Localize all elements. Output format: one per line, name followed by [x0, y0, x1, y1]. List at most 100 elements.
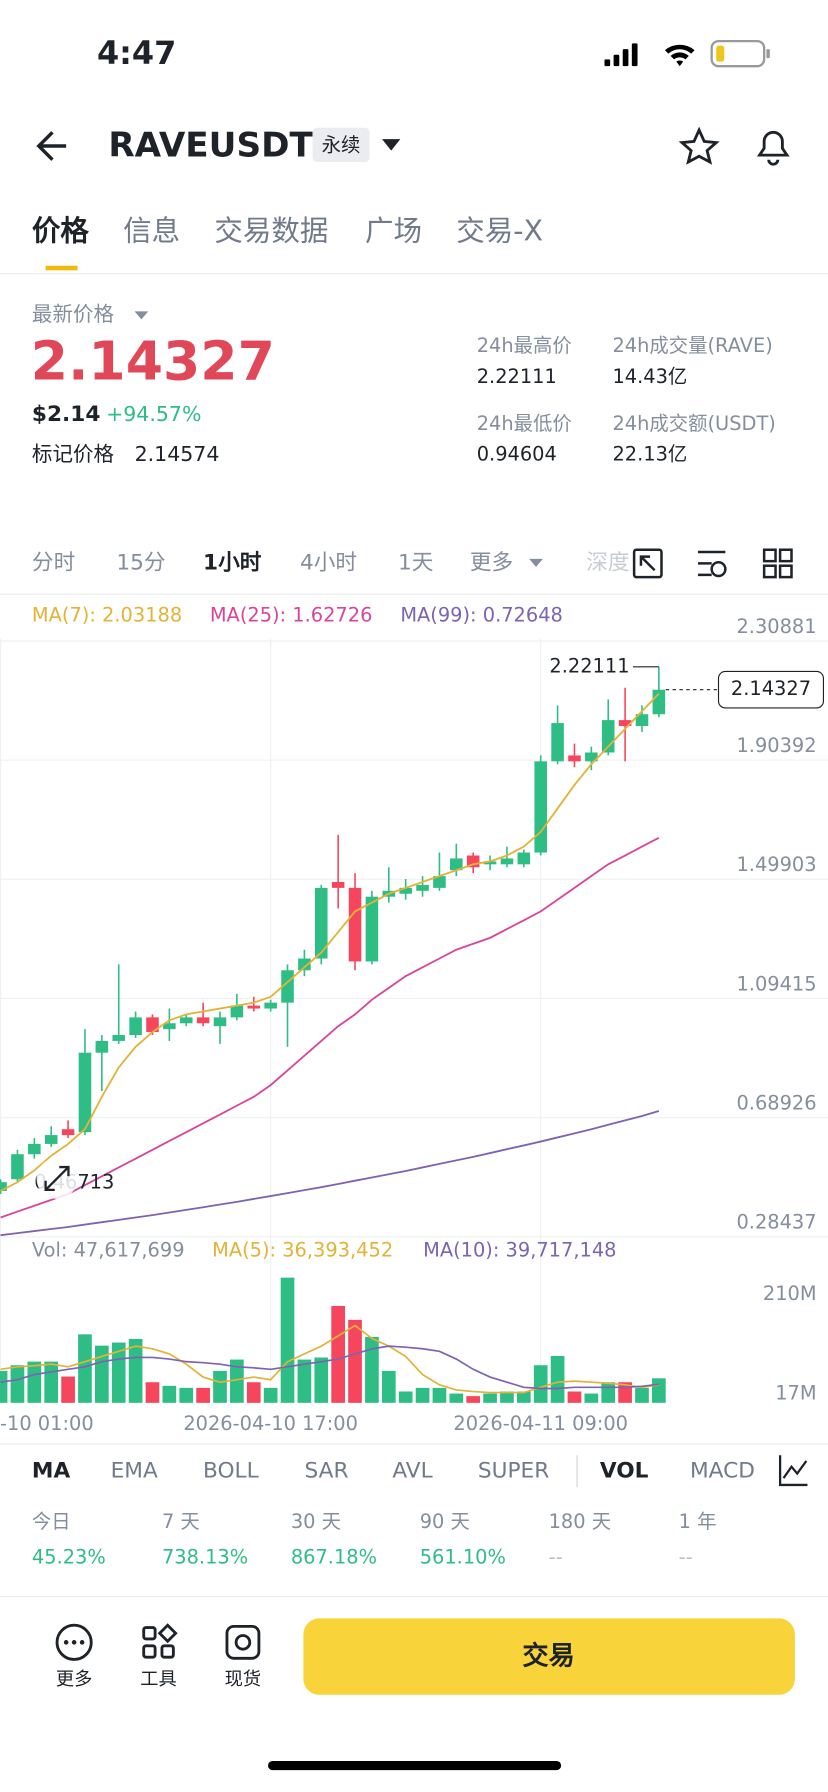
volume-bar [550, 1355, 565, 1403]
stat-value: 2.22111 [477, 365, 557, 388]
y-tick-label: 0.68926 [736, 1091, 816, 1114]
interval[interactable]: 更多 [470, 550, 513, 575]
candle-body [28, 1143, 41, 1155]
interval[interactable]: 4小时 [300, 550, 357, 575]
candle-body [78, 1052, 92, 1133]
volume-bar [314, 1357, 329, 1403]
volume-bar [567, 1391, 582, 1403]
stat-value: 14.43亿 [612, 365, 687, 388]
candle-body [331, 881, 345, 888]
trade-button[interactable] [303, 1618, 795, 1695]
legend-entry: MA(10): 39,717,148 [423, 1239, 616, 1262]
perf-period: 30 天 [291, 1510, 341, 1533]
perf-value: 561.10% [420, 1545, 506, 1568]
favorite-button[interactable] [678, 126, 720, 165]
indicator[interactable]: SUPER [478, 1458, 549, 1483]
x-tick-label: 2026-04-10 17:00 [183, 1412, 358, 1435]
volume-bar [432, 1387, 447, 1403]
volume-bar [652, 1378, 666, 1403]
indicator[interactable]: AVL [392, 1458, 432, 1483]
tab[interactable]: 交易-X [456, 215, 543, 248]
price-dropdown[interactable] [134, 311, 149, 320]
tools-button[interactable]: 工具 [140, 1669, 176, 1690]
stat-label: 24h最高价 [477, 334, 572, 357]
candle-body [551, 723, 564, 762]
volume-bar [415, 1387, 430, 1403]
volume-bar [500, 1391, 514, 1403]
candle-body [585, 752, 598, 762]
last-price: 2.14327 [31, 330, 275, 393]
candle-body [146, 1017, 159, 1033]
candle-body [44, 1135, 58, 1144]
indicator[interactable]: VOL [600, 1458, 649, 1483]
volume-bar [331, 1305, 345, 1403]
alert-button[interactable] [756, 130, 790, 166]
indicator-settings[interactable] [778, 1455, 808, 1487]
candle-body [213, 1017, 227, 1027]
y-tick-label: 2.30881 [736, 615, 816, 638]
stats: 24h最高价 2.22111 24h成交量(RAVE) 14.43亿 24h最低价 0.9… [477, 334, 776, 465]
chart-tools[interactable] [632, 548, 793, 579]
stat-label: 24h成交额(USDT) [612, 412, 775, 435]
legend-entry: MA(5): 36,393,452 [212, 1239, 393, 1262]
legend-entry: MA(7): 2.03188 [32, 603, 182, 626]
more-button[interactable]: 更多 [56, 1669, 92, 1690]
indicator[interactable]: EMA [111, 1458, 158, 1483]
indicator[interactable]: SAR [305, 1458, 349, 1483]
performance: 今日 45.23% 7 天 738.13% 30 天 867.18% 90 天 561.10%… [32, 1510, 717, 1568]
candle-body [348, 887, 362, 962]
volume-bar [230, 1359, 244, 1403]
tab-bar: 价格 信息 交易数据 广场 交易-X [32, 215, 543, 248]
interval[interactable]: 分时 [32, 550, 75, 575]
candle-body [433, 876, 446, 888]
y-tick-label: 1.90392 [736, 734, 816, 757]
candle-body [568, 755, 581, 762]
symbol: RAVEUSDT [108, 126, 313, 166]
interval[interactable]: 深度 [586, 550, 629, 575]
legend-entry: MA(25): 1.62726 [210, 603, 373, 626]
indicator[interactable]: MA [32, 1458, 71, 1483]
interval[interactable]: 15分 [116, 550, 165, 575]
candle-body [534, 761, 547, 853]
perf-period: 90 天 [420, 1510, 470, 1533]
stat-value: 22.13亿 [612, 443, 687, 466]
x-tick-label: 2026-04-11 09:00 [453, 1412, 628, 1435]
volume-bar [128, 1338, 143, 1403]
candle-body [112, 1035, 125, 1041]
status-icons [604, 39, 770, 68]
volume-bar [10, 1365, 25, 1403]
y-tick-label: 1.09415 [736, 972, 816, 995]
candle-body [196, 1017, 210, 1024]
vol-legend: Vol: 47,617,699 [32, 1239, 185, 1262]
trade-label[interactable]: 交易 [522, 1641, 574, 1672]
volume-bar [27, 1361, 42, 1403]
back-button[interactable] [36, 131, 67, 161]
y-tick-label: 0.28437 [736, 1211, 816, 1234]
candle-body [298, 958, 311, 971]
indicator[interactable]: BOLL [203, 1458, 259, 1483]
perf-value: -- [679, 1545, 693, 1568]
vol-ma-line [0, 1345, 659, 1390]
volume-bar [297, 1359, 312, 1403]
spot-button[interactable]: 现货 [225, 1669, 261, 1690]
candle-body [652, 689, 666, 715]
tab[interactable]: 价格 [32, 215, 90, 248]
volume-bar [516, 1391, 531, 1403]
tab[interactable]: 广场 [365, 215, 422, 248]
volume-bar [398, 1391, 413, 1403]
volume-bar [78, 1334, 92, 1403]
volume-bar [95, 1345, 109, 1403]
symbol-dropdown[interactable] [382, 139, 401, 151]
volume-bar [584, 1393, 599, 1403]
contract-badge: 永续 [322, 134, 361, 157]
indicator[interactable]: MACD [690, 1458, 755, 1483]
interval[interactable]: 1小时 [203, 550, 262, 575]
tab[interactable]: 信息 [123, 215, 180, 248]
bottom-icons[interactable] [55, 1623, 261, 1661]
volume-bar [533, 1365, 548, 1403]
tab[interactable]: 交易数据 [214, 215, 328, 248]
status-time: 4:47 [97, 34, 176, 72]
volume-bar [365, 1336, 379, 1403]
interval[interactable]: 1天 [398, 550, 433, 575]
candle-body [399, 887, 412, 894]
